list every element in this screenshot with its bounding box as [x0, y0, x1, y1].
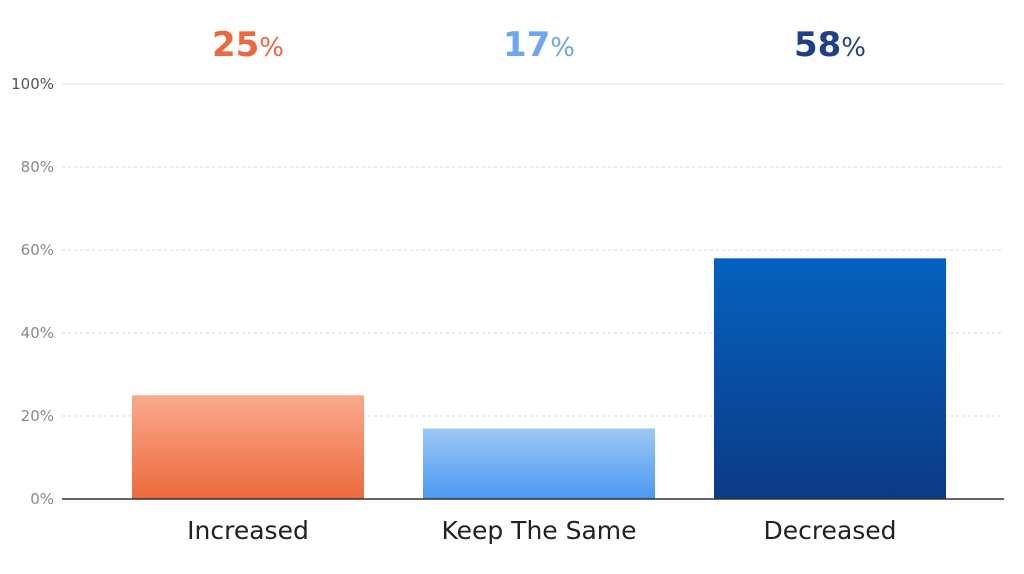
value-label-number: 25: [212, 25, 259, 65]
value-label: 58%: [794, 25, 866, 65]
value-labels: 25% 17% 58%: [212, 25, 866, 65]
y-axis-ticks: 0% 20% 40% 60% 80% 100%: [11, 75, 54, 508]
y-tick-label: 100%: [11, 75, 54, 93]
value-label-number: 17: [503, 25, 550, 65]
value-label-number: 58: [794, 25, 841, 65]
x-tick-label: Decreased: [763, 516, 896, 545]
bars: [132, 258, 946, 499]
bar-increased: [132, 395, 364, 499]
x-tick-label: Increased: [187, 516, 309, 545]
y-tick-label: 20%: [21, 407, 54, 425]
bar-decreased: [714, 258, 946, 499]
y-tick-label: 60%: [21, 241, 54, 259]
bar-keep-the-same: [423, 428, 655, 499]
x-axis-ticks: Increased Keep The Same Decreased: [187, 516, 896, 545]
value-label-unit: %: [259, 33, 284, 63]
y-tick-label: 40%: [21, 324, 54, 342]
x-tick-label: Keep The Same: [441, 516, 636, 545]
value-label: 17%: [503, 25, 575, 65]
value-label: 25%: [212, 25, 284, 65]
value-label-unit: %: [550, 33, 575, 63]
value-label-unit: %: [841, 33, 866, 63]
y-tick-label: 80%: [21, 158, 54, 176]
y-tick-label: 0%: [30, 490, 54, 508]
